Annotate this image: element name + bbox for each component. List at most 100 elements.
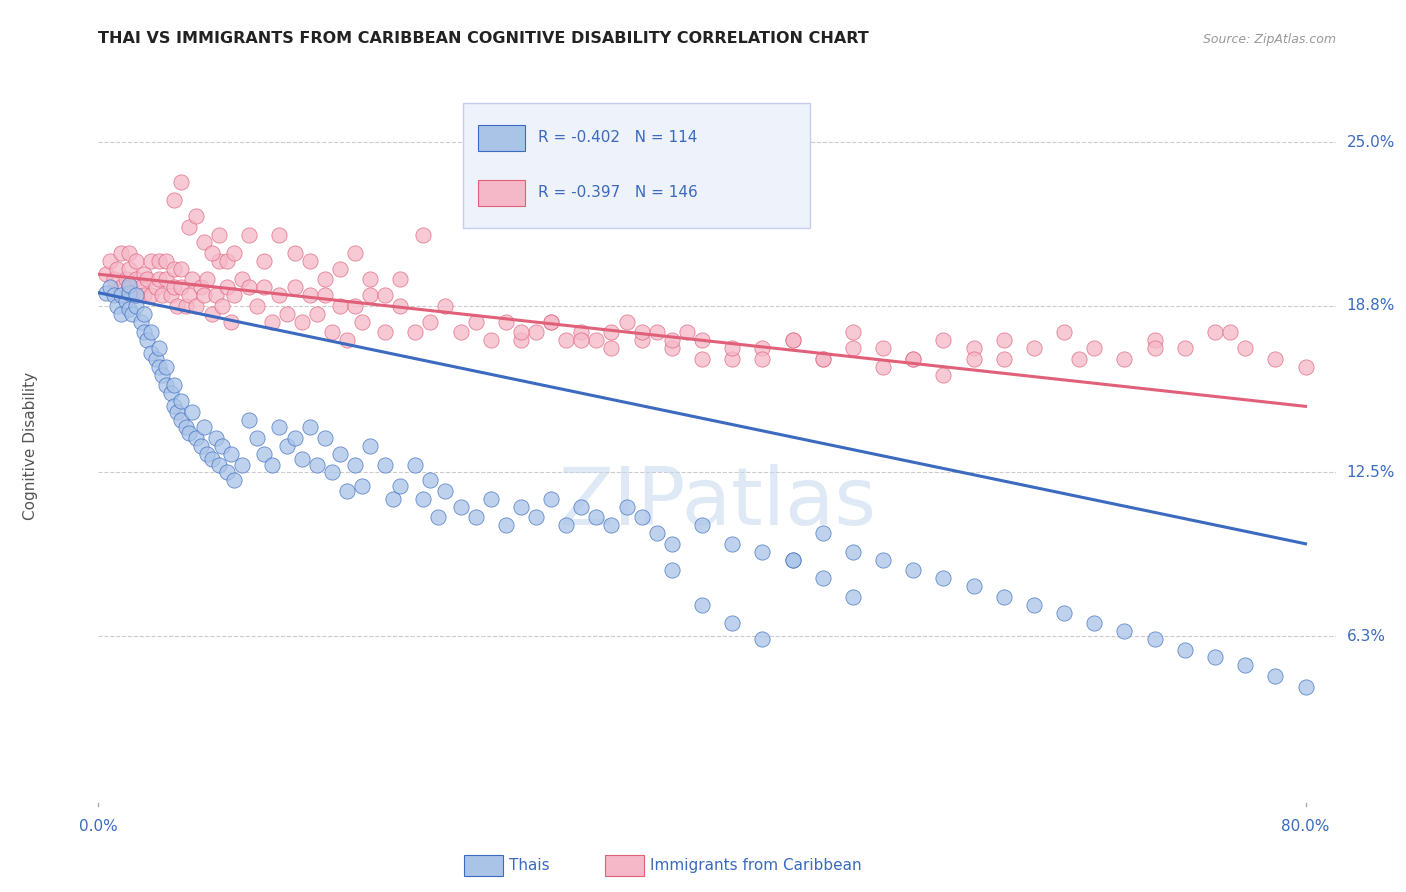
Point [412,227,434,242]
Point [148,254,170,268]
Text: Immigrants from Caribbean: Immigrants from Caribbean [650,858,862,872]
Point [291,315,314,329]
Point [404,326,426,340]
Point [932,333,955,347]
Point [291,452,314,467]
Point [352,478,374,492]
Point [661,333,683,347]
Point [174,420,197,434]
Point [166,404,188,418]
Point [751,351,773,366]
Point [215,254,238,268]
Point [246,431,269,445]
Point [540,315,562,329]
Point [103,272,125,286]
Point [132,326,155,340]
Point [231,458,253,472]
Point [224,288,246,302]
Point [993,590,1015,604]
Point [105,261,128,276]
Point [903,351,925,366]
Point [121,307,143,321]
Point [464,315,486,329]
Point [110,280,132,294]
Point [174,299,197,313]
Point [374,288,396,302]
Point [170,412,193,426]
Point [1264,669,1286,683]
Point [782,552,804,566]
Point [374,458,396,472]
Point [125,272,148,286]
Point [645,326,668,340]
Point [190,280,212,294]
Point [690,598,713,612]
Point [630,326,652,340]
Text: Cognitive Disability: Cognitive Disability [22,372,38,520]
Point [721,616,744,631]
Point [1174,341,1197,355]
Point [811,351,834,366]
Point [352,315,374,329]
Point [135,272,157,286]
Point [495,315,517,329]
Point [253,280,276,294]
Point [141,254,163,268]
Text: 25.0%: 25.0% [1347,135,1395,150]
Point [117,301,139,316]
Point [932,368,955,382]
Point [200,452,222,467]
Point [1053,326,1076,340]
Point [993,333,1015,347]
Point [336,483,359,498]
Point [269,288,291,302]
Point [200,307,222,321]
Point [412,491,434,506]
Point [148,272,170,286]
Point [141,326,163,340]
Point [238,280,260,294]
Point [208,458,231,472]
Point [177,288,200,302]
Point [132,267,155,281]
Point [811,351,834,366]
Point [1295,680,1317,694]
Point [177,219,200,234]
Point [148,359,170,374]
Point [117,280,139,294]
Point [381,491,404,506]
Point [782,552,804,566]
Point [145,351,167,366]
Point [110,246,132,260]
Point [962,341,984,355]
Point [246,299,269,313]
Point [600,518,623,533]
Point [524,510,547,524]
Point [166,299,188,313]
Point [630,510,652,524]
Point [105,299,128,313]
Point [314,272,336,286]
FancyBboxPatch shape [478,180,526,205]
Point [321,466,343,480]
Point [163,193,186,207]
Point [110,307,132,321]
Point [150,368,173,382]
Point [1143,333,1166,347]
Point [224,474,246,488]
Point [464,510,486,524]
Point [690,518,713,533]
Point [343,299,366,313]
Point [177,425,200,440]
Point [117,261,139,276]
Point [148,341,170,355]
Point [94,267,117,281]
Point [329,261,352,276]
Point [479,491,502,506]
Point [160,386,183,401]
Point [224,246,246,260]
Point [540,315,562,329]
Point [872,341,894,355]
Point [314,288,336,302]
Point [260,315,283,329]
